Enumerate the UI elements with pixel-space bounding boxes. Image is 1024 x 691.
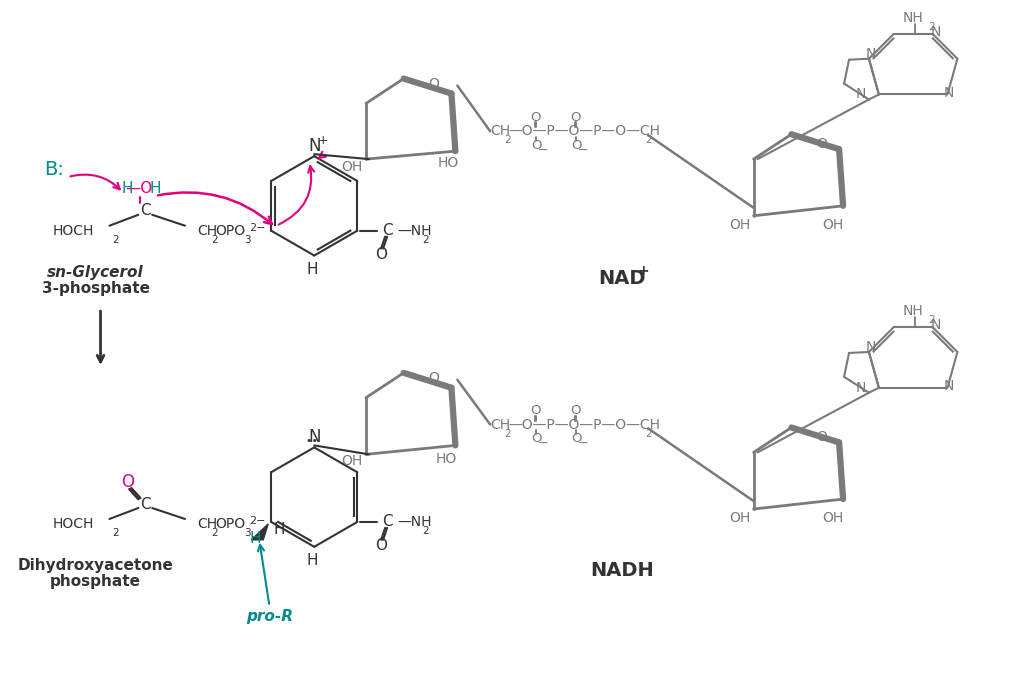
Text: +: +: [317, 134, 329, 146]
Text: NADH: NADH: [591, 561, 654, 580]
Text: −: −: [538, 437, 548, 450]
Text: HO: HO: [436, 453, 457, 466]
Text: NH: NH: [902, 304, 923, 318]
Text: Dihydroxyacetone: Dihydroxyacetone: [17, 558, 173, 574]
Text: OPO: OPO: [215, 517, 245, 531]
Text: O: O: [530, 111, 541, 124]
Text: phosphate: phosphate: [50, 574, 141, 589]
Text: O: O: [570, 404, 581, 417]
Text: N: N: [856, 381, 866, 395]
Text: OH: OH: [822, 511, 844, 525]
Text: O: O: [375, 247, 387, 262]
Text: 2: 2: [645, 428, 652, 439]
Text: —NH: —NH: [397, 224, 431, 238]
Text: 2: 2: [504, 135, 511, 145]
Text: 2: 2: [929, 315, 935, 325]
Text: H: H: [273, 522, 285, 538]
Text: H: H: [306, 262, 318, 277]
Text: —O—P—O—P—O—CH: —O—P—O—P—O—CH: [508, 417, 660, 431]
Text: 2: 2: [211, 528, 217, 538]
Text: N: N: [931, 318, 941, 332]
Text: N: N: [931, 25, 941, 39]
Text: CH: CH: [197, 517, 217, 531]
Text: —NH: —NH: [397, 515, 431, 529]
Text: H: H: [306, 553, 318, 568]
Text: 2: 2: [211, 235, 217, 245]
Text: HO: HO: [438, 156, 459, 170]
Text: O: O: [816, 430, 826, 444]
Text: H: H: [122, 182, 133, 196]
Text: 2: 2: [504, 428, 511, 439]
Text: OH: OH: [341, 160, 362, 174]
Text: CH: CH: [197, 224, 217, 238]
Text: ••: ••: [306, 437, 318, 446]
Text: O: O: [428, 77, 439, 91]
Text: O: O: [375, 538, 387, 553]
Text: OH: OH: [822, 218, 844, 231]
Text: O: O: [571, 139, 582, 152]
Text: OH: OH: [729, 511, 751, 525]
Text: O: O: [571, 432, 582, 445]
Text: O: O: [531, 139, 542, 152]
Text: N: N: [865, 47, 877, 61]
Text: 3: 3: [245, 528, 251, 538]
Text: 3-phosphate: 3-phosphate: [42, 281, 150, 296]
Polygon shape: [251, 524, 268, 540]
Text: O: O: [570, 111, 581, 124]
Text: sn-Glycerol: sn-Glycerol: [47, 265, 144, 280]
Text: 2: 2: [422, 235, 428, 245]
Text: O: O: [530, 404, 541, 417]
Text: O: O: [121, 473, 134, 491]
Text: H: H: [150, 182, 161, 196]
Text: 3: 3: [245, 235, 251, 245]
Text: O: O: [816, 138, 826, 151]
Text: N: N: [865, 340, 877, 354]
Text: OH: OH: [729, 218, 751, 231]
Text: 2: 2: [422, 526, 428, 536]
Text: OPO: OPO: [215, 224, 245, 238]
Text: C: C: [382, 514, 392, 529]
Text: N: N: [943, 379, 953, 392]
Text: HOCH: HOCH: [52, 224, 93, 238]
Text: 2−: 2−: [250, 223, 266, 233]
Text: C: C: [140, 497, 151, 511]
Text: −: −: [538, 144, 548, 157]
Text: N: N: [943, 86, 953, 100]
Text: NAD: NAD: [599, 269, 646, 288]
Text: N: N: [308, 428, 321, 446]
Text: B:: B:: [44, 160, 63, 178]
Text: H: H: [250, 531, 261, 547]
Text: −: −: [578, 437, 588, 450]
Text: −: −: [578, 144, 588, 157]
Text: 2: 2: [645, 135, 652, 145]
Text: C: C: [382, 223, 392, 238]
Text: N: N: [856, 88, 866, 102]
Text: N: N: [308, 138, 321, 155]
Text: HOCH: HOCH: [52, 517, 93, 531]
Text: 2−: 2−: [250, 516, 266, 526]
Text: 2: 2: [929, 22, 935, 32]
Text: —O: —O: [126, 182, 153, 196]
Text: O: O: [531, 432, 542, 445]
Text: C: C: [140, 203, 151, 218]
Text: CH: CH: [490, 417, 510, 431]
Text: 2: 2: [113, 235, 119, 245]
Text: OH: OH: [341, 454, 362, 468]
Text: pro-R: pro-R: [246, 609, 293, 624]
Text: +: +: [638, 265, 649, 278]
Text: —O—P—O—P—O—CH: —O—P—O—P—O—CH: [508, 124, 660, 138]
Text: O: O: [428, 371, 439, 385]
Text: 2: 2: [113, 528, 119, 538]
Text: NH: NH: [902, 11, 923, 25]
Text: CH: CH: [490, 124, 510, 138]
